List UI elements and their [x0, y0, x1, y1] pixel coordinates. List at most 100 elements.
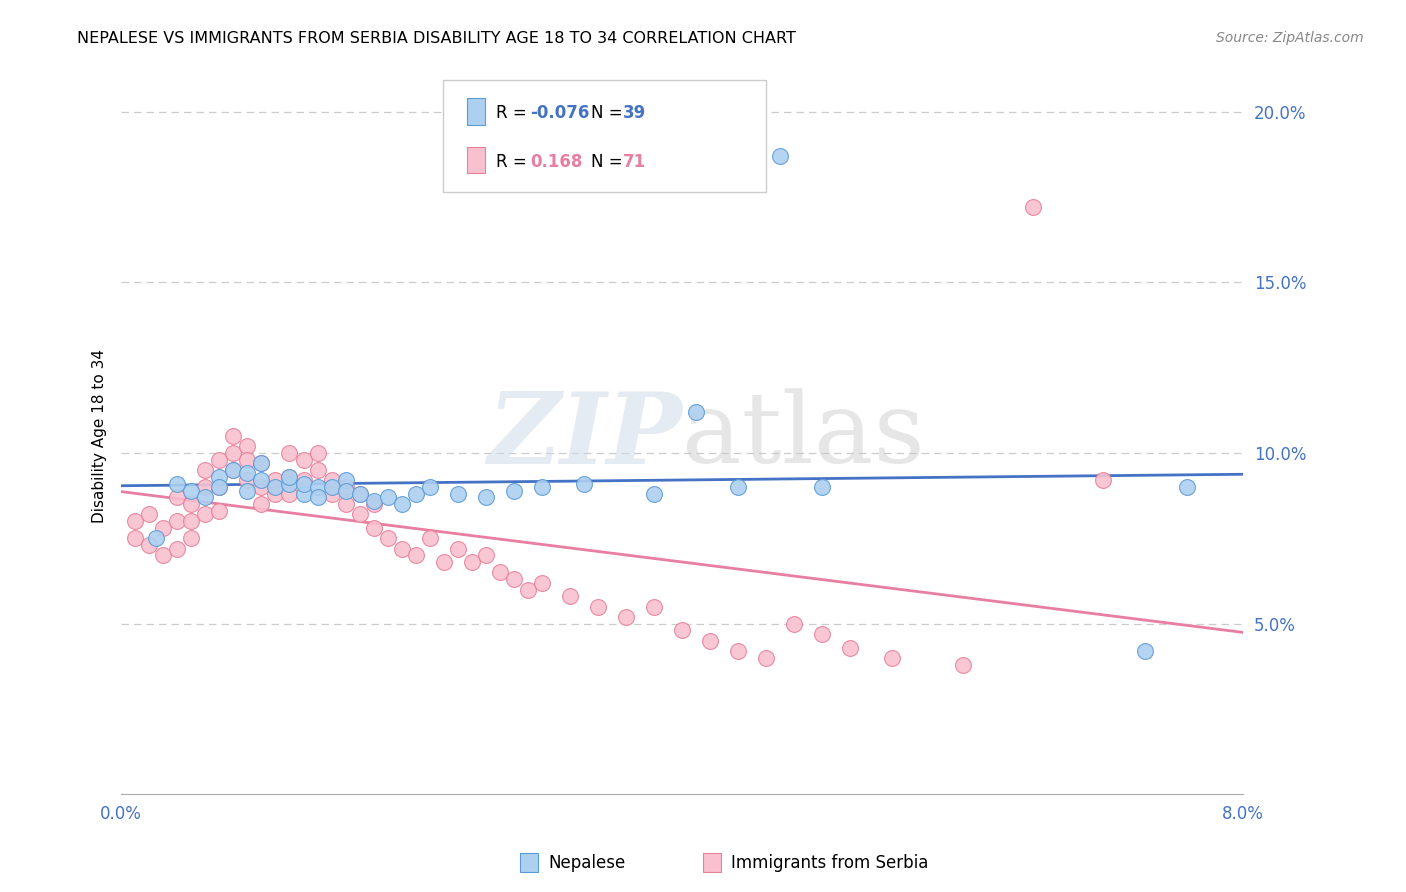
- Point: [335, 480, 357, 494]
- Point: [349, 487, 371, 501]
- Point: [222, 446, 245, 460]
- Point: [391, 497, 413, 511]
- Point: [839, 640, 862, 655]
- Point: [363, 493, 385, 508]
- Point: [321, 487, 343, 501]
- Point: [475, 491, 498, 505]
- Point: [349, 487, 371, 501]
- Text: atlas: atlas: [682, 388, 925, 483]
- Point: [321, 480, 343, 494]
- Text: 0.168: 0.168: [530, 153, 582, 170]
- Point: [643, 487, 665, 501]
- Point: [1021, 200, 1043, 214]
- Point: [250, 480, 273, 494]
- Text: 39: 39: [623, 104, 647, 122]
- Text: Immigrants from Serbia: Immigrants from Serbia: [731, 855, 928, 872]
- Point: [180, 532, 202, 546]
- Point: [405, 549, 427, 563]
- Point: [208, 470, 231, 484]
- Point: [1175, 480, 1198, 494]
- Point: [236, 452, 259, 467]
- Point: [208, 452, 231, 467]
- Point: [363, 497, 385, 511]
- Point: [180, 514, 202, 528]
- Point: [208, 480, 231, 494]
- Point: [335, 497, 357, 511]
- Text: 71: 71: [623, 153, 645, 170]
- Point: [236, 467, 259, 481]
- Point: [250, 497, 273, 511]
- Text: R =: R =: [496, 153, 537, 170]
- Point: [180, 497, 202, 511]
- Point: [166, 476, 188, 491]
- Point: [755, 650, 778, 665]
- Point: [292, 473, 315, 487]
- Point: [811, 480, 834, 494]
- Point: [335, 473, 357, 487]
- Point: [236, 483, 259, 498]
- Point: [124, 514, 146, 528]
- Point: [405, 487, 427, 501]
- Point: [292, 487, 315, 501]
- Text: -0.076: -0.076: [530, 104, 589, 122]
- Point: [447, 487, 470, 501]
- Point: [727, 644, 749, 658]
- Text: Nepalese: Nepalese: [548, 855, 626, 872]
- Point: [811, 627, 834, 641]
- Point: [166, 541, 188, 556]
- Point: [264, 473, 287, 487]
- Point: [685, 405, 707, 419]
- Text: ZIP: ZIP: [486, 388, 682, 484]
- Point: [419, 480, 441, 494]
- Point: [138, 508, 160, 522]
- Point: [194, 491, 217, 505]
- Point: [194, 508, 217, 522]
- Point: [572, 476, 595, 491]
- Point: [278, 476, 301, 491]
- Point: [643, 599, 665, 614]
- Point: [264, 487, 287, 501]
- Point: [502, 572, 524, 586]
- Point: [321, 473, 343, 487]
- Point: [208, 504, 231, 518]
- Point: [447, 541, 470, 556]
- Point: [433, 555, 456, 569]
- Point: [1133, 644, 1156, 658]
- Point: [377, 491, 399, 505]
- Point: [391, 541, 413, 556]
- Point: [208, 480, 231, 494]
- Point: [699, 633, 721, 648]
- Point: [671, 624, 693, 638]
- Point: [530, 575, 553, 590]
- Point: [307, 446, 329, 460]
- Y-axis label: Disability Age 18 to 34: Disability Age 18 to 34: [93, 349, 107, 523]
- Point: [335, 483, 357, 498]
- Point: [124, 532, 146, 546]
- Point: [488, 566, 510, 580]
- Point: [292, 476, 315, 491]
- Point: [138, 538, 160, 552]
- Point: [222, 429, 245, 443]
- Point: [307, 463, 329, 477]
- Point: [377, 532, 399, 546]
- Point: [292, 452, 315, 467]
- Point: [307, 480, 329, 494]
- Point: [236, 473, 259, 487]
- Point: [166, 514, 188, 528]
- Point: [194, 480, 217, 494]
- Point: [363, 521, 385, 535]
- Point: [152, 549, 174, 563]
- Point: [250, 456, 273, 470]
- Point: [516, 582, 538, 597]
- Point: [558, 590, 581, 604]
- Point: [194, 463, 217, 477]
- Point: [278, 487, 301, 501]
- Point: [461, 555, 484, 569]
- Point: [952, 657, 974, 672]
- Point: [166, 491, 188, 505]
- Point: [278, 470, 301, 484]
- Point: [475, 549, 498, 563]
- Point: [250, 456, 273, 470]
- Point: [614, 610, 637, 624]
- Point: [145, 532, 167, 546]
